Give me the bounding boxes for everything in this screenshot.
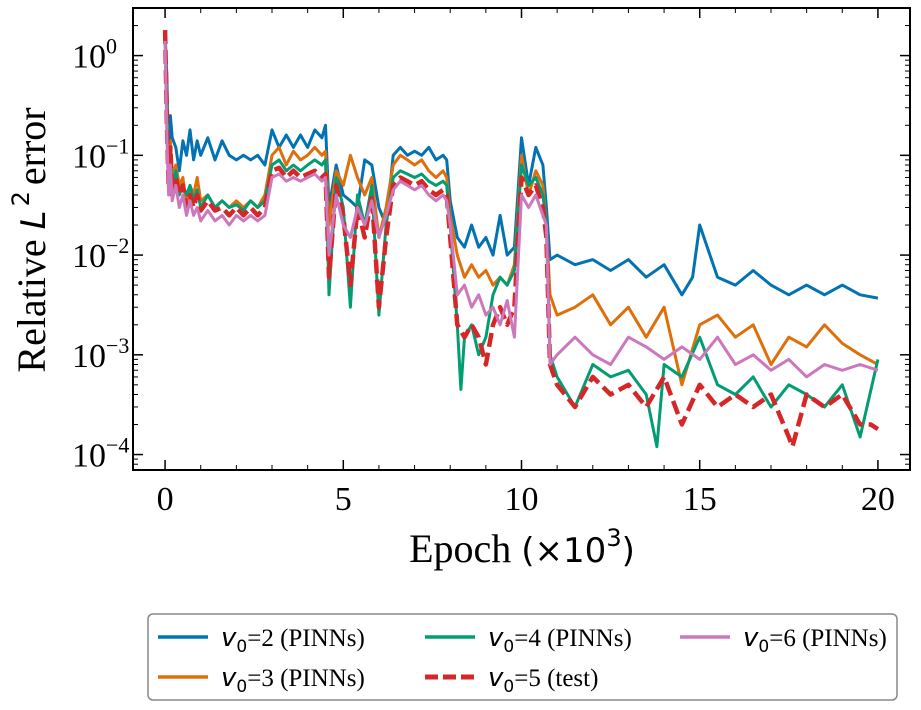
y-axis-title-tail: error	[9, 107, 54, 185]
x-axis-unit-exponent: 3	[606, 524, 621, 552]
x-axis-unit: (×10	[521, 531, 606, 571]
series-line-4	[162, 30, 880, 449]
x-tick-label: 10	[505, 481, 539, 518]
y-axis-symbol-exponent: 2	[7, 191, 35, 206]
legend: v0=2 (PINNs) v0=3 (PINNs) v0=4 (PINNs) v0=5…	[147, 613, 898, 701]
legend-label-3: v0=4 (PINNs)	[488, 623, 632, 657]
series-line-1	[163, 32, 879, 300]
legend-label-1: v0=2 (PINNs)	[221, 623, 365, 657]
x-tick-label: 15	[683, 481, 717, 518]
y-tick-label: 10−1	[72, 133, 129, 175]
y-axis-symbol: L	[14, 210, 54, 229]
x-tick-label: 5	[335, 481, 352, 518]
x-axis-label: Epoch (×103)	[409, 524, 635, 571]
y-axis-label: Relative L 2 error	[7, 107, 54, 372]
legend-label-4: v0=5 (test)	[488, 663, 598, 697]
legend-items: v0=2 (PINNs) v0=3 (PINNs) v0=4 (PINNs) v0=5…	[158, 623, 887, 697]
y-axis-title: Relative	[9, 239, 54, 372]
series-line-3	[163, 37, 880, 449]
y-tick-label: 10−4	[72, 433, 129, 475]
x-axis-title: Epoch	[409, 526, 511, 571]
y-tick-label: 10−2	[72, 233, 129, 275]
x-axis-unit-close: )	[622, 531, 635, 571]
y-tick-label: 100	[72, 34, 117, 76]
series-line-5	[163, 40, 879, 379]
x-tick-label: 20	[861, 481, 895, 518]
y-tick-label: 10−3	[72, 333, 129, 375]
legend-label-5: v0=6 (PINNs)	[743, 623, 887, 657]
series-lines	[162, 30, 880, 449]
axis-ticks: 0 5 10 15 20 100 10−1 10−2 10−3 10−4	[72, 7, 910, 518]
plot-frame	[132, 7, 911, 471]
x-tick-label: 0	[157, 481, 174, 518]
legend-label-2: v0=3 (PINNs)	[221, 663, 365, 697]
